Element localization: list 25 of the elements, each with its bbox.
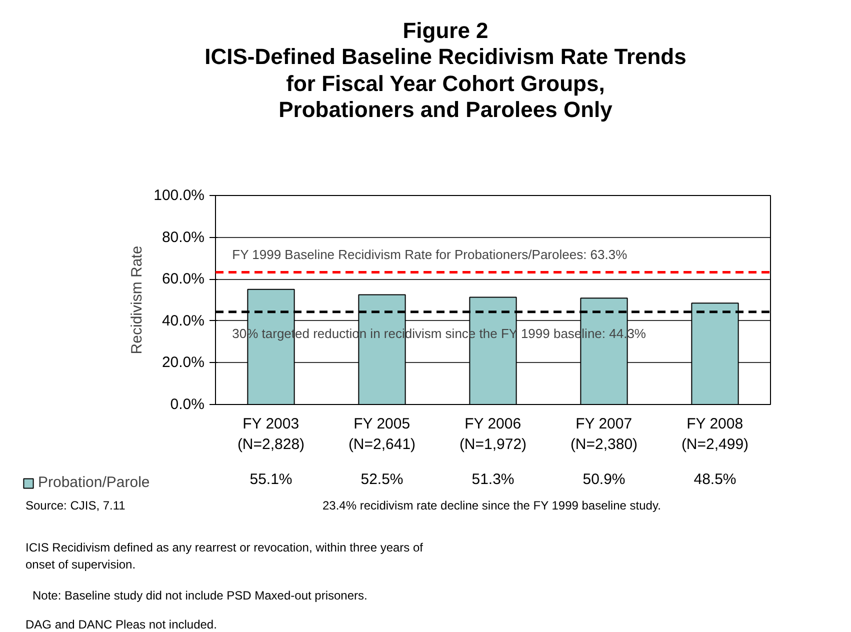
x-tick-label: FY 2007 (N=2,380) xyxy=(570,416,638,453)
y-tick-label: 100.0% xyxy=(154,187,204,204)
y-tick-label: 20.0% xyxy=(162,354,205,372)
x-tick-label: FY 2006 (N=1,972) xyxy=(459,416,527,453)
text: 23.4% recidivism rate decline since the FY 1999 baseline study. xyxy=(322,498,661,512)
legend-label: Probation/Parole xyxy=(38,474,150,491)
y-tick-label: 0.0% xyxy=(170,396,205,413)
text: Note: Baseline study did not include PSD Maxed-out prisoners. xyxy=(32,588,368,602)
text: 52.5% xyxy=(360,471,404,488)
text: 50.9% xyxy=(582,471,626,488)
source-note: Source: CJIS, 7.11 xyxy=(26,498,126,512)
y-tick-label: 40.0% xyxy=(162,312,205,330)
y-tick-label: 80.0% xyxy=(162,228,205,246)
ref-line-label: FY 1999 Baseline Recidivism Rate for Probationers/Parolees: 63.3% xyxy=(232,247,628,262)
y-axis-title: Recidivism Rate xyxy=(128,246,146,354)
text: ICIS Recidivism defined as any rearrest or revocation, within three years of onset of supervision. xyxy=(26,540,424,572)
x-tick-label: FY 2003 (N=2,828) xyxy=(237,416,305,453)
text: 55.1% xyxy=(250,471,292,488)
text: 51.3% xyxy=(472,471,514,488)
x-tick-label: FY 2008 (N=2,499) xyxy=(681,416,749,453)
y-tick-label: 60.0% xyxy=(162,270,205,288)
text: DAG and DANC Pleas not included. xyxy=(26,618,217,632)
text: 48.5% xyxy=(694,471,736,488)
chart-title: Figure 2 ICIS-Defined Baseline Recidivism Rate Trends for Fiscal Year Cohort Groups, Probationers and Parolees Only xyxy=(204,18,686,124)
x-tick-label: FY 2005 (N=2,641) xyxy=(348,416,416,453)
